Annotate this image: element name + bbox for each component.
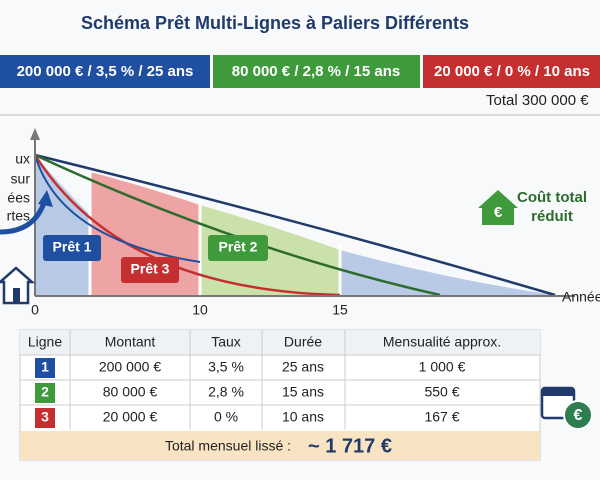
curve	[34, 154, 201, 263]
x-tick-label: 10	[192, 302, 208, 318]
column-header: Mensualité approx.	[383, 334, 501, 350]
side-text: rtes	[7, 208, 30, 224]
arrow	[0, 199, 48, 235]
column-header: Taux	[211, 334, 241, 350]
area	[200, 205, 340, 295]
footer-value: ~ 1 717 €	[308, 435, 392, 457]
coin-icon	[563, 400, 593, 430]
banner	[423, 55, 600, 88]
x-tick-label: 15	[332, 302, 348, 318]
line-badge	[35, 408, 55, 428]
banner	[213, 55, 420, 88]
label-box	[121, 257, 179, 283]
house-icon	[478, 190, 518, 225]
column-header: Montant	[105, 334, 156, 350]
house-icon	[0, 266, 36, 305]
cell: 15 ans	[282, 384, 324, 400]
calendar-top	[542, 388, 574, 396]
banner-text: 20 000 € / 0 % / 10 ans	[434, 63, 590, 80]
column-header: Durée	[284, 334, 322, 350]
banner	[0, 55, 210, 88]
cell: 3,5 %	[208, 359, 244, 375]
label-box	[43, 235, 101, 261]
line-number: 1	[41, 359, 49, 375]
side-text: ées	[7, 190, 30, 206]
x-axis-label: Année	[562, 289, 600, 305]
cell: 550 €	[424, 384, 459, 400]
cell: 200 000 €	[99, 359, 161, 375]
label: Prêt 2	[219, 239, 258, 255]
euro-icon: €	[494, 204, 503, 221]
side-text: sur	[11, 171, 31, 187]
cell: 20 000 €	[103, 409, 158, 425]
line-badge	[35, 383, 55, 403]
banner-text: 200 000 € / 3,5 % / 25 ans	[17, 63, 194, 80]
cell: 2,8 %	[208, 384, 244, 400]
line-number: 3	[41, 409, 49, 425]
x-tick-label: 0	[31, 302, 39, 318]
table-header	[20, 330, 540, 355]
label-box	[208, 235, 268, 261]
line-number: 2	[41, 384, 49, 400]
total: Total 300 000 €	[486, 92, 589, 109]
footer-label: Total mensuel lissé :	[165, 438, 291, 454]
cell: 1 000 €	[419, 359, 466, 375]
callout: Coût total	[517, 189, 587, 206]
banner-text: 80 000 € / 2,8 % / 15 ans	[232, 63, 400, 80]
cell: 0 %	[214, 409, 238, 425]
coin-symbol: €	[574, 407, 583, 424]
title: Schéma Prêt Multi-Lignes à Paliers Diffé…	[81, 13, 469, 33]
curve	[34, 153, 556, 297]
column-header: Ligne	[28, 334, 62, 350]
line-badge	[35, 358, 55, 378]
cell: 10 ans	[282, 409, 324, 425]
callout: réduit	[531, 208, 573, 225]
label: Prêt 1	[53, 239, 92, 255]
cell: 80 000 €	[103, 384, 158, 400]
cell: 167 €	[424, 409, 459, 425]
axis-arrow	[30, 128, 40, 140]
side-text: ux	[15, 151, 30, 167]
cell: 25 ans	[282, 359, 324, 375]
house-door	[13, 288, 20, 303]
arrow-head	[38, 190, 53, 207]
table-footer	[20, 431, 540, 460]
label: Prêt 3	[131, 261, 170, 277]
